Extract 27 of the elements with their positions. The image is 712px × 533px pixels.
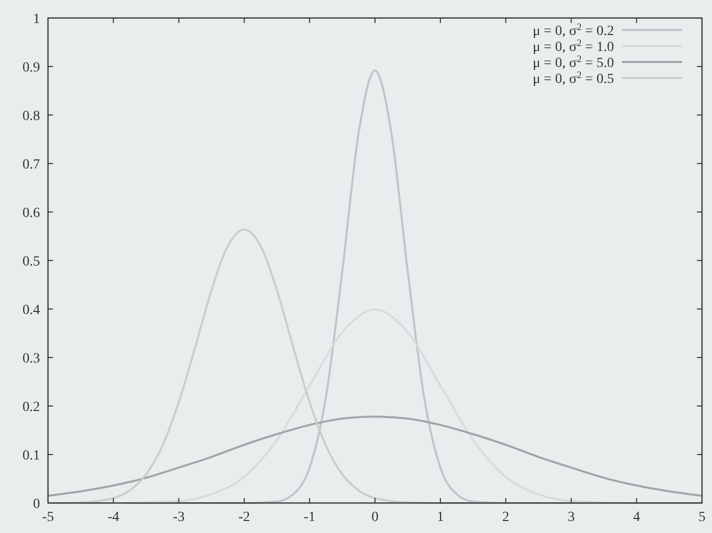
y-tick-label: 1 (33, 12, 40, 27)
y-tick-label: 0.2 (22, 400, 40, 415)
x-tick-label: -4 (108, 510, 120, 525)
legend-label: μ = 0, σ$^{2}$ = 1.0 (532, 38, 614, 55)
x-tick-label: 4 (633, 510, 640, 525)
y-tick-label: 0.7 (22, 158, 40, 172)
x-tick-label: 2 (502, 510, 510, 525)
y-tick-label: 0.8 (22, 109, 40, 124)
y-tick-label: 0.6 (22, 206, 40, 221)
y-tick-label: 0.9 (22, 60, 40, 76)
line-series (47, 416, 703, 497)
x-tick-label: 1 (436, 510, 444, 525)
x-tick-label: 5 (698, 510, 706, 525)
x-tick-label: -2 (238, 510, 250, 525)
x-tick-label: -3 (172, 510, 185, 525)
y-tick-label: 0.3 (22, 352, 40, 366)
y-tick-label: 0 (33, 497, 40, 512)
legend-label: μ = 0, σ$^{2}$ = 0.5 (532, 70, 614, 87)
x-tick-label: 3 (568, 510, 575, 525)
legend-label: μ = 0, σ$^{2}$ = 5.0 (532, 54, 614, 71)
y-tick-label: 0.5 (22, 254, 40, 270)
x-tick-label: -5 (42, 510, 54, 525)
x-tick-label: -1 (304, 510, 316, 525)
x-tick-label: 0 (372, 510, 378, 525)
y-tick-label: 0.4 (22, 303, 40, 318)
legend-label: μ = 0, σ$^{2}$ = 0.2 (532, 22, 614, 39)
y-tick-label: 0.1 (22, 448, 40, 464)
